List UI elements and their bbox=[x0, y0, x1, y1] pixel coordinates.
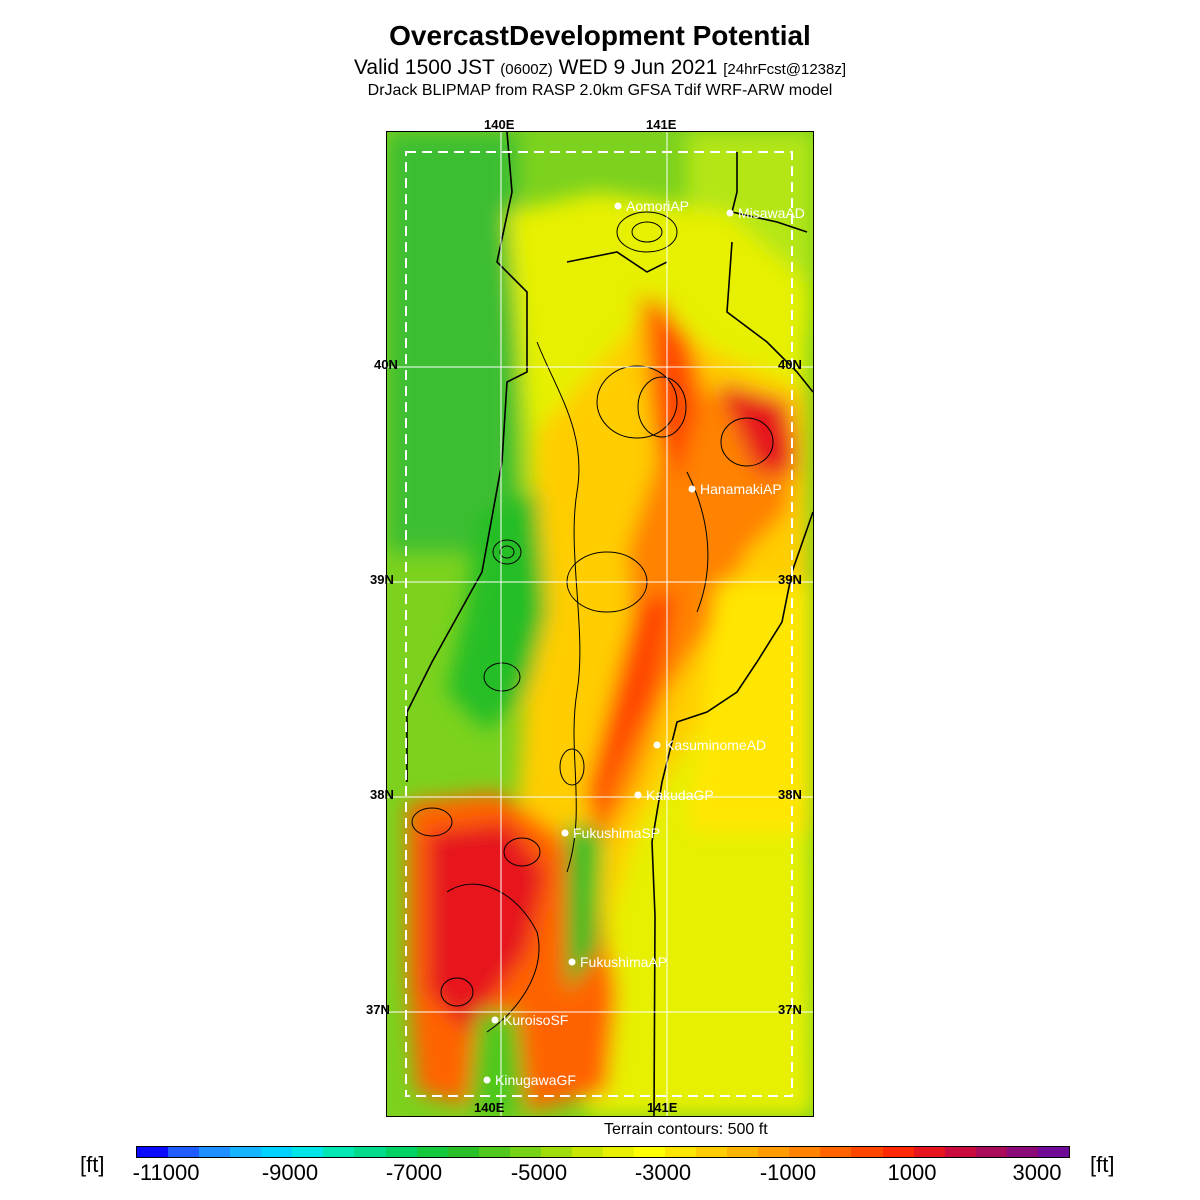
colorbar-swatch bbox=[851, 1147, 883, 1157]
colorbar-swatch bbox=[447, 1147, 479, 1157]
map-canvas: AomoriAP MisawaAD HanamakiAP KasuminomeA… bbox=[387, 132, 813, 1116]
site-label: KuroisoSF bbox=[503, 1012, 568, 1028]
colorbar-swatch bbox=[820, 1147, 852, 1157]
lat-label-left: 38N bbox=[370, 787, 394, 802]
site-label: FukushimaAP bbox=[580, 954, 667, 970]
colorbar-label: -3000 bbox=[634, 1160, 692, 1185]
colorbar-swatch bbox=[292, 1147, 324, 1157]
colorbar-label: -5000 bbox=[510, 1160, 568, 1185]
colorbar-swatch bbox=[509, 1147, 541, 1157]
site-label: KakudaGP bbox=[646, 787, 714, 803]
valid-prefix: Valid 1500 JST bbox=[353, 56, 495, 79]
map-title: OvercastDevelopment Potential bbox=[389, 20, 811, 51]
lat-label-right: 38N bbox=[778, 787, 802, 802]
potential-field bbox=[387, 132, 813, 1116]
colorbar-swatch bbox=[416, 1147, 448, 1157]
site-label: AomoriAP bbox=[626, 198, 689, 214]
colorbar-swatch bbox=[634, 1147, 666, 1157]
colorbar-swatch bbox=[758, 1147, 790, 1157]
colorbar-unit-right: [ft] bbox=[1090, 1152, 1115, 1177]
model-info: DrJack BLIPMAP from RASP 2.0km GFSA Tdif… bbox=[367, 82, 833, 99]
colorbar bbox=[136, 1146, 1070, 1158]
valid-date: WED 9 Jun 2021 bbox=[558, 56, 718, 79]
colorbar-swatch bbox=[882, 1147, 914, 1157]
site-labels: AomoriAP MisawaAD HanamakiAP KasuminomeA… bbox=[495, 198, 805, 1088]
colorbar-label: 1000 bbox=[887, 1160, 937, 1185]
lat-label-right: 40N bbox=[778, 357, 802, 372]
lat-label-right: 37N bbox=[778, 1002, 802, 1017]
colorbar-swatch bbox=[602, 1147, 634, 1157]
lon-label-bottom: 140E bbox=[474, 1100, 505, 1115]
colorbar-swatch bbox=[789, 1147, 821, 1157]
colorbar-label: -9000 bbox=[261, 1160, 319, 1185]
valid-time: Valid 1500 JST (0600Z) WED 9 Jun 2021 [2… bbox=[0, 56, 1200, 80]
site-label: FukushimaSP bbox=[573, 825, 660, 841]
site-label: HanamakiAP bbox=[700, 481, 782, 497]
colorbar-swatch bbox=[478, 1147, 510, 1157]
lat-lon-grid bbox=[387, 132, 813, 1116]
forecast-info: [24hrFcst@1238z] bbox=[723, 61, 847, 78]
site-markers bbox=[483, 202, 734, 1084]
site-label: KasuminomeAD bbox=[665, 737, 766, 753]
colorbar-swatch bbox=[727, 1147, 759, 1157]
site-label: MisawaAD bbox=[738, 205, 805, 221]
terrain-contour-note: Terrain contours: 500 ft bbox=[604, 1121, 768, 1138]
coastline bbox=[406, 132, 813, 1116]
domain-boundary bbox=[405, 151, 793, 1097]
colorbar-swatch bbox=[137, 1147, 169, 1157]
colorbar-swatch bbox=[323, 1147, 355, 1157]
colorbar-swatch bbox=[696, 1147, 728, 1157]
colorbar-swatch bbox=[230, 1147, 262, 1157]
site-label: KinugawaGF bbox=[495, 1072, 576, 1088]
colorbar-swatch bbox=[665, 1147, 697, 1157]
colorbar-label: 3000 bbox=[1012, 1160, 1062, 1185]
colorbar-swatch bbox=[1037, 1147, 1069, 1157]
colorbar-swatch bbox=[385, 1147, 417, 1157]
colorbar-swatch bbox=[261, 1147, 293, 1157]
colorbar-swatch bbox=[199, 1147, 231, 1157]
colorbar-swatch bbox=[540, 1147, 572, 1157]
colorbar-label: -11000 bbox=[132, 1160, 200, 1185]
lon-label-top: 140E bbox=[484, 117, 515, 132]
forecast-map[interactable]: AomoriAP MisawaAD HanamakiAP KasuminomeA… bbox=[386, 131, 814, 1117]
colorbar-unit-left: [ft] bbox=[80, 1152, 105, 1177]
colorbar-swatch bbox=[944, 1147, 976, 1157]
terrain-contours bbox=[411, 211, 774, 1033]
lon-label-bottom: 141E bbox=[647, 1100, 678, 1115]
lat-label-left: 37N bbox=[366, 1002, 390, 1017]
lat-label-left: 39N bbox=[370, 572, 394, 587]
colorbar-swatch bbox=[168, 1147, 200, 1157]
colorbar-swatch bbox=[975, 1147, 1007, 1157]
lat-label-left: 40N bbox=[374, 357, 398, 372]
colorbar-swatch bbox=[913, 1147, 945, 1157]
colorbar-swatch bbox=[1006, 1147, 1038, 1157]
colorbar-swatch bbox=[354, 1147, 386, 1157]
colorbar-swatch bbox=[571, 1147, 603, 1157]
valid-utc: (0600Z) bbox=[500, 61, 553, 78]
lat-label-right: 39N bbox=[778, 572, 802, 587]
colorbar-label: -7000 bbox=[385, 1160, 443, 1185]
colorbar-label: -1000 bbox=[759, 1160, 817, 1185]
lon-label-top: 141E bbox=[646, 117, 677, 132]
